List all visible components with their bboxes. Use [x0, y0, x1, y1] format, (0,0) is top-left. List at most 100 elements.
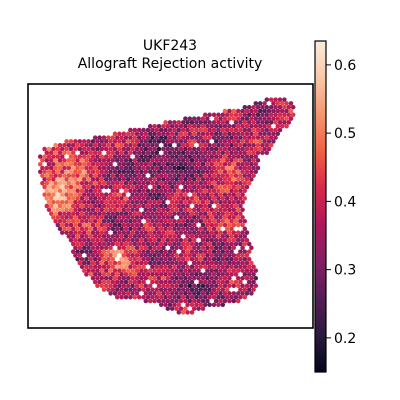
- spot: [194, 294, 199, 300]
- spot: [222, 154, 228, 159]
- spot: [235, 230, 241, 235]
- spot: [185, 302, 190, 308]
- spot: [163, 302, 168, 308]
- spot: [95, 139, 100, 144]
- spot: [180, 135, 186, 140]
- spot: [92, 211, 98, 216]
- spot: [90, 222, 96, 228]
- spot: [176, 287, 182, 292]
- spot: [200, 192, 206, 197]
- spot: [88, 150, 94, 156]
- spot: [216, 127, 221, 133]
- spot: [198, 203, 204, 209]
- spot: [114, 173, 120, 178]
- spot: [207, 287, 212, 292]
- spot: [123, 135, 129, 140]
- spot: [141, 173, 146, 178]
- spot: [150, 264, 155, 270]
- spot: [273, 97, 278, 102]
- spot: [161, 260, 166, 266]
- spot: [66, 165, 72, 171]
- spot: [240, 184, 245, 190]
- spot: [150, 173, 155, 178]
- spot: [141, 264, 146, 270]
- spot: [101, 173, 107, 178]
- spot: [134, 184, 140, 190]
- spot: [77, 139, 83, 144]
- spot: [110, 188, 116, 194]
- spot: [218, 139, 223, 144]
- spot: [205, 154, 210, 159]
- spot: [249, 260, 254, 266]
- spot: [143, 260, 149, 266]
- spot: [251, 165, 256, 171]
- spot: [209, 222, 215, 228]
- spot: [224, 234, 230, 239]
- spot: [235, 192, 241, 197]
- spot: [218, 123, 223, 129]
- spot: [227, 154, 232, 159]
- spot: [196, 146, 201, 152]
- spot: [101, 287, 107, 292]
- spot: [112, 169, 118, 175]
- spot: [53, 165, 58, 171]
- spot: [255, 104, 261, 110]
- spot: [174, 161, 179, 167]
- spot: [81, 207, 87, 213]
- spot: [180, 173, 186, 178]
- spot: [152, 260, 157, 266]
- spot: [238, 218, 243, 224]
- spot: [145, 165, 151, 171]
- spot: [255, 158, 261, 163]
- spot: [99, 207, 105, 213]
- spot: [260, 127, 265, 133]
- spot: [101, 218, 107, 224]
- spot: [77, 222, 83, 228]
- spot: [211, 218, 217, 224]
- spot: [53, 211, 58, 216]
- spot: [154, 158, 160, 163]
- spot: [172, 264, 177, 270]
- spot: [216, 142, 221, 148]
- spot: [77, 237, 83, 243]
- spot: [154, 226, 160, 232]
- spot: [194, 241, 199, 247]
- spot: [176, 264, 182, 270]
- spot: [198, 234, 204, 239]
- spot: [37, 169, 43, 175]
- spot: [189, 226, 195, 232]
- spot: [231, 207, 237, 213]
- spot: [128, 203, 133, 209]
- spot: [62, 218, 67, 224]
- spot: [136, 165, 142, 171]
- spot: [51, 177, 56, 182]
- spot: [198, 294, 204, 300]
- spot: [235, 131, 241, 137]
- spot: [185, 158, 190, 163]
- spot: [128, 158, 133, 163]
- spot: [147, 177, 153, 182]
- spot: [163, 226, 168, 232]
- spot: [222, 215, 228, 220]
- spot: [282, 97, 287, 102]
- spot: [75, 180, 80, 186]
- spot: [235, 215, 241, 220]
- spot: [55, 222, 61, 228]
- spot: [169, 237, 175, 243]
- spot: [240, 222, 245, 228]
- spot: [103, 222, 109, 228]
- spot: [73, 245, 78, 251]
- spot: [194, 218, 199, 224]
- spot: [165, 306, 171, 311]
- spot: [121, 222, 127, 228]
- spot: [147, 283, 153, 289]
- spot: [189, 173, 195, 178]
- spot: [110, 264, 116, 270]
- spot: [194, 120, 199, 125]
- spot: [227, 207, 232, 213]
- spot: [198, 188, 204, 194]
- spot: [81, 146, 87, 152]
- spot: [150, 256, 155, 262]
- spot: [117, 230, 122, 235]
- spot: [200, 184, 206, 190]
